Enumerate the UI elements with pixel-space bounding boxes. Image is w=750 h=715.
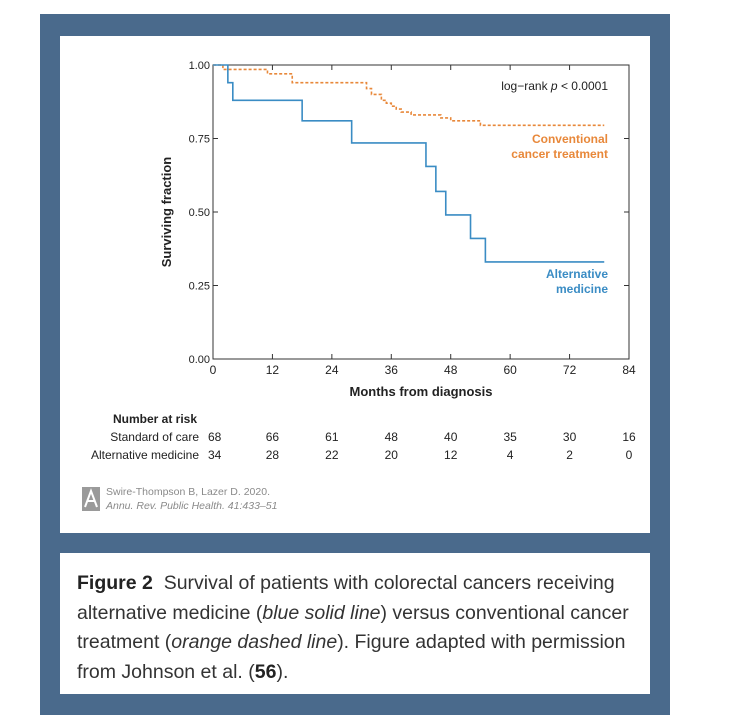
y-axis-label: Surviving fraction (159, 157, 174, 268)
y-tick-label: 0.00 (189, 354, 210, 366)
risk-table-value: 28 (266, 448, 280, 462)
risk-table-value: 66 (266, 430, 280, 444)
caption-ref-link[interactable]: 56 (254, 660, 277, 683)
credit-authors: Swire-Thompson B, Lazer D. 2020. (106, 486, 270, 498)
credit-reference: 41:433–51 (227, 500, 278, 512)
x-tick-label: 24 (325, 363, 339, 377)
conventional-treatment-label: Conventional (532, 132, 608, 146)
risk-table-value: 16 (622, 430, 636, 444)
x-tick-label: 60 (503, 363, 517, 377)
risk-table-value: 30 (563, 430, 577, 444)
x-tick-label: 0 (210, 363, 217, 377)
y-tick-label: 1.00 (189, 60, 210, 72)
alternative-medicine-label: medicine (556, 282, 608, 296)
conventional-treatment-label: cancer treatment (511, 147, 608, 161)
caption-italic-2: orange dashed line (171, 631, 338, 653)
risk-table-title: Number at risk (113, 412, 197, 426)
y-tick-label: 0.25 (189, 281, 210, 293)
risk-table-value: 34 (208, 448, 222, 462)
risk-table-value: 12 (444, 448, 458, 462)
survival-chart: 0 12 24 36 48 60 72 840.000.250.500.751.00Month… (91, 60, 636, 462)
x-tick-label: 12 (266, 363, 280, 377)
x-tick-label: 36 (385, 363, 399, 377)
caption-part-3: ). Figure adapted with permission from J… (77, 631, 626, 683)
figure-panel: 0 12 24 36 48 60 72 84 0.00 0.25 0.50 0.75 1.00 Month… (60, 36, 650, 533)
risk-table-value: 2 (566, 448, 573, 462)
risk-table-value: 22 (325, 448, 339, 462)
caption-italic-1: blue solid line (262, 601, 381, 624)
y-tick-label: 0.75 (189, 134, 210, 146)
y-tick-label: 0.50 (189, 207, 210, 219)
credit-journal: Annu. Rev. Public Health. (106, 500, 225, 512)
risk-table-value: 40 (444, 430, 458, 444)
log-rank-annotation: log−rank p < 0.0001 (501, 79, 608, 93)
x-tick-label: 48 (444, 363, 458, 377)
risk-table-value: 4 (507, 448, 514, 462)
risk-table-value: 20 (385, 448, 399, 462)
figure-caption: Figure 2 Survival of patients with color… (77, 569, 637, 687)
caption-label: Figure 2 (77, 572, 153, 594)
caption-part-4: ). (276, 660, 289, 683)
risk-table-value: 68 (208, 430, 222, 444)
alternative-medicine-line (213, 64, 605, 263)
risk-table-row-label: Alternative medicine (91, 448, 199, 462)
x-tick-label: 72 (563, 363, 577, 377)
annual-reviews-logo (82, 487, 100, 511)
x-tick-label: 84 (622, 363, 636, 377)
figure-credit: Swire-Thompson B, Lazer D. 2020. Annu. R… (106, 485, 277, 513)
caption-panel: Figure 2 Survival of patients with color… (60, 553, 650, 694)
alternative-medicine-label: Alternative (546, 267, 608, 281)
risk-table-value: 35 (503, 430, 517, 444)
plot-area-frame (212, 64, 630, 360)
risk-table-row-label: Standard of care (110, 430, 199, 444)
conventional-treatment-line (213, 64, 605, 127)
risk-table-value: 0 (626, 448, 633, 462)
caption-part-1: Survival of patients with colorectal can… (77, 572, 615, 624)
x-axis-label: Months from diagnosis (350, 384, 493, 399)
risk-table-value: 48 (385, 430, 399, 444)
risk-table-value: 61 (325, 430, 339, 444)
caption-part-2: ) versus conventional cancer treatment ( (77, 601, 629, 654)
